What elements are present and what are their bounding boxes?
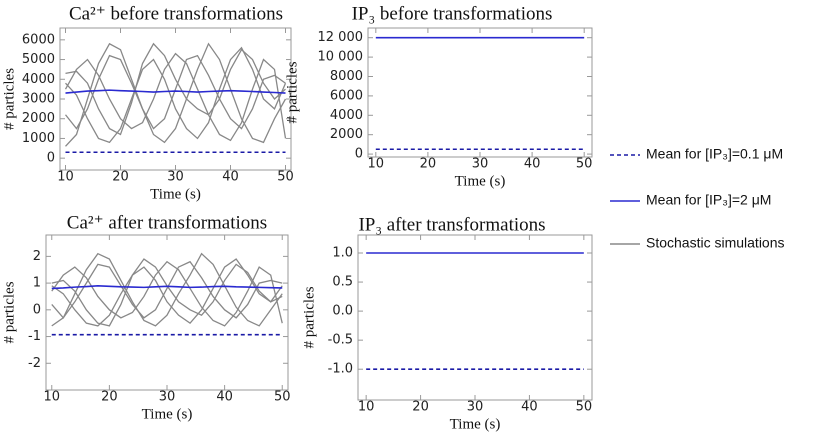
y-tick-label: -1.0 [328, 362, 353, 377]
x-tick-label: 10 [358, 400, 375, 415]
series-line [64, 52, 287, 142]
chart-title: IP₃ before transformations [352, 3, 553, 24]
y-tick-label: 6000 [330, 88, 363, 103]
series-line [65, 42, 287, 147]
x-axis-label: Time (s) [142, 406, 193, 422]
x-tick-label: 10 [57, 170, 74, 185]
legend-label: Mean for [IP₃]=2 μM [646, 192, 771, 208]
y-axis-label: # particles [1, 68, 17, 130]
y-tick-label: 6000 [22, 32, 55, 47]
y-tick-label: 8000 [330, 69, 363, 84]
legend-label: Mean for [IP₃]=0.1 μM [646, 146, 783, 162]
y-axis-label: # particles [1, 281, 17, 343]
x-tick-label: 20 [412, 400, 429, 415]
y-tick-label: 1.0 [332, 246, 353, 261]
series-line [65, 89, 286, 94]
y-tick-label: 0.5 [332, 275, 353, 290]
y-tick-label: 3000 [22, 92, 55, 107]
legend-label: Stochastic simulations [646, 235, 785, 251]
chart-title: Ca²⁺ before transformations [69, 3, 283, 24]
y-tick-label: 4000 [330, 108, 363, 123]
y-tick-label: 2 [33, 249, 41, 264]
series-line [51, 252, 283, 327]
plot-frame [45, 234, 289, 391]
series-line [51, 284, 283, 290]
series-line [65, 42, 286, 136]
x-tick-label: 40 [216, 390, 233, 405]
y-tick-label: 1000 [22, 131, 55, 146]
y-tick-label: 2000 [330, 127, 363, 142]
x-tick-label: 40 [222, 170, 239, 185]
x-tick-label: 30 [472, 157, 489, 172]
x-tick-label: 30 [167, 170, 184, 185]
y-tick-label: 0 [33, 302, 41, 317]
chart-title: IP₃ after transformations [358, 214, 545, 235]
y-tick-label: -1 [28, 329, 41, 344]
series-line [64, 54, 286, 130]
series-line [51, 260, 283, 319]
series-line [51, 260, 283, 327]
x-tick-label: 20 [101, 390, 118, 405]
x-axis-label: Time (s) [455, 173, 506, 189]
y-tick-label: 10 000 [318, 50, 364, 65]
y-tick-label: 12 000 [318, 30, 364, 45]
y-tick-label: 5000 [22, 52, 55, 67]
x-tick-label: 40 [521, 400, 538, 415]
x-tick-label: 10 [368, 157, 385, 172]
y-tick-label: 0.0 [332, 304, 353, 319]
y-tick-label: 0 [355, 147, 363, 162]
x-tick-label: 10 [43, 390, 60, 405]
y-axis-label: # particles [301, 286, 317, 348]
x-tick-label: 30 [467, 400, 484, 415]
y-tick-label: 0 [47, 151, 55, 166]
y-tick-label: 4000 [22, 72, 55, 87]
x-tick-label: 50 [277, 170, 294, 185]
y-tick-label: 2000 [22, 111, 55, 126]
x-tick-label: 40 [524, 157, 541, 172]
x-tick-label: 20 [112, 170, 129, 185]
y-tick-label: -0.5 [328, 333, 353, 348]
x-tick-label: 50 [576, 157, 593, 172]
x-axis-label: Time (s) [150, 186, 201, 202]
x-tick-label: 30 [159, 390, 176, 405]
y-tick-label: -2 [28, 356, 41, 371]
plot-frame [367, 27, 593, 158]
chart-title: Ca²⁺ after transformations [67, 212, 267, 233]
series-line [65, 46, 287, 144]
x-tick-label: 50 [274, 390, 291, 405]
series-line [51, 258, 283, 327]
plot-frame [357, 234, 593, 401]
x-tick-label: 20 [420, 157, 437, 172]
y-tick-label: 1 [33, 276, 41, 291]
x-tick-label: 50 [576, 400, 593, 415]
y-axis-label: # particles [284, 61, 300, 123]
x-axis-label: Time (s) [450, 416, 501, 432]
